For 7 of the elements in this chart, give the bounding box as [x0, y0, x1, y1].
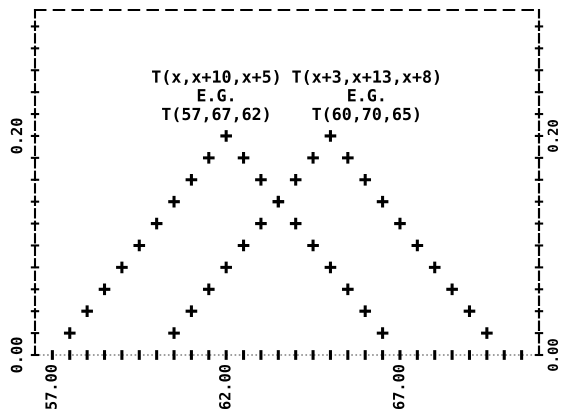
annotation: T(x+3,x+13,x+8) E.G. T(60,70,65): [292, 70, 439, 122]
x-tick-label: 67.00: [392, 364, 404, 410]
y2-tick-label: 0.20: [548, 120, 558, 152]
x-tick-label: 62.00: [219, 364, 231, 410]
annotation: T(x,x+10,x+5) E.G. T(57,67,62): [152, 70, 279, 122]
y2-tick-label: 0.00: [548, 339, 558, 371]
x-tick-label: 57.00: [45, 364, 57, 409]
